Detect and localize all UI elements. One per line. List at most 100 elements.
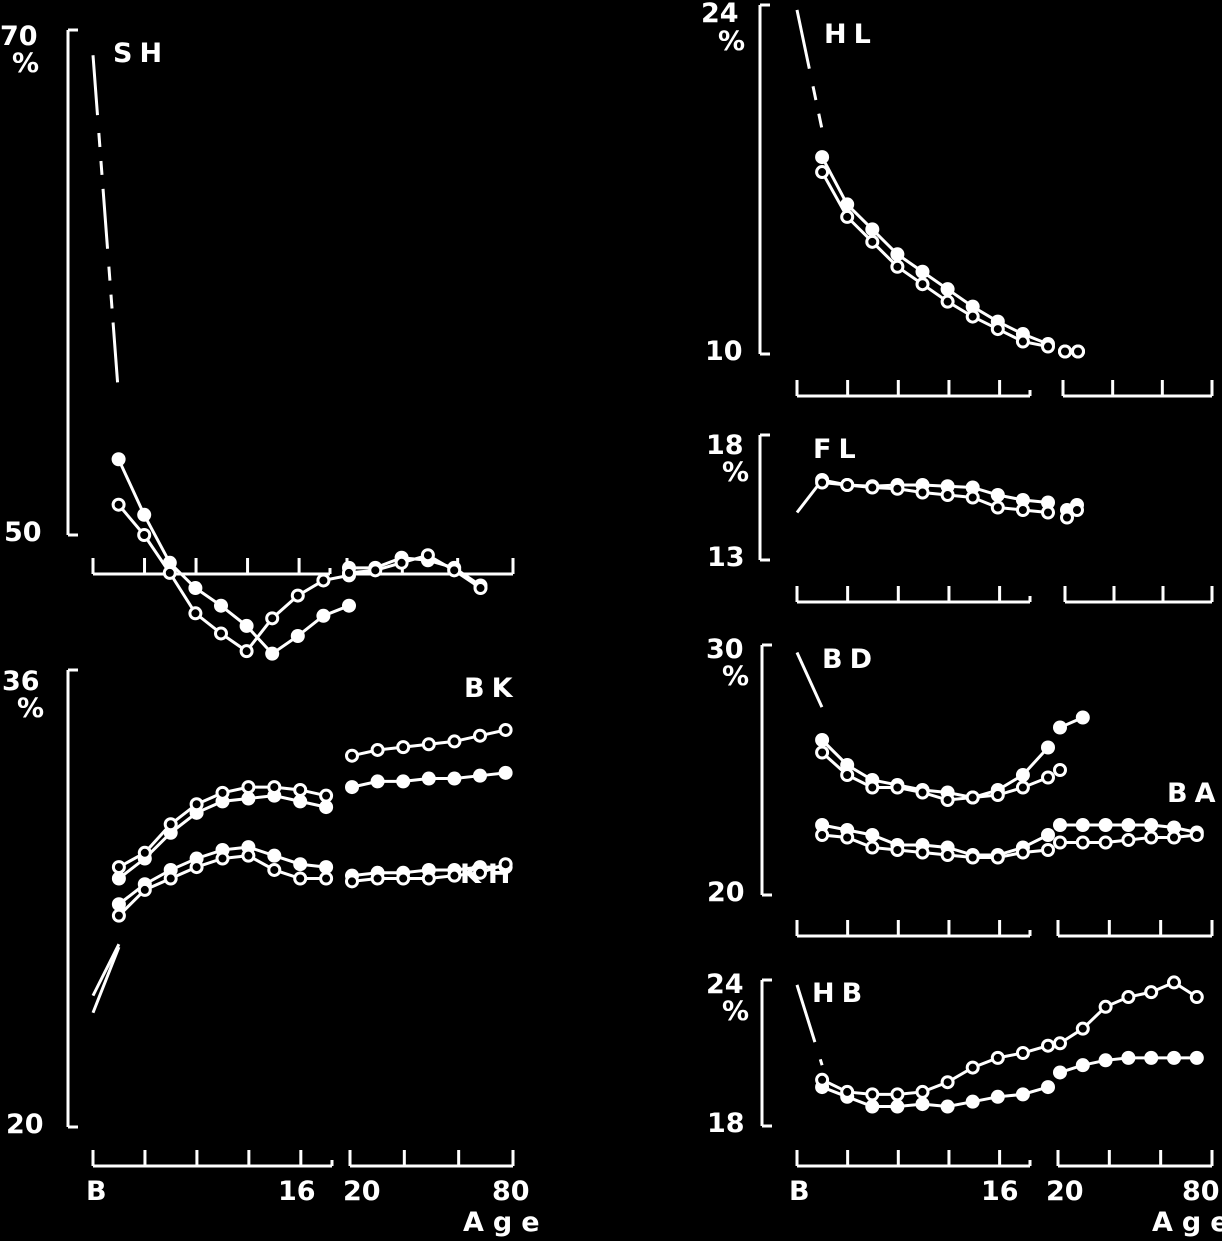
bk-kh-series-0-filled-child-point (319, 800, 334, 815)
bd-ba-series-0-filled-child-point (840, 758, 855, 772)
bd-ba-series-2-filled-adult-point (1167, 820, 1181, 835)
hb-panel-label: HB (812, 978, 869, 1009)
hb-x-axis-title: Age (1152, 1207, 1222, 1238)
sh-series-1-open-child-point (137, 528, 152, 542)
hl-series-1-open-child-point (840, 209, 855, 224)
hl-series-0-filled-child-point (865, 222, 880, 237)
hl-early-trend-line-0 (795, 9, 824, 130)
bd-ba-series-3-open-child-point (990, 850, 1005, 865)
hb-series-1-open-child-point (840, 1084, 855, 1099)
fl-series-1-open-child-point (890, 481, 905, 496)
bd-ba-series-3-open-child-line (821, 833, 1049, 859)
bd-ba-series-0-filled-child-line (821, 738, 1050, 800)
hb-series-0-filled-adult-point (1189, 1050, 1204, 1065)
bk-kh-series-0-filled-adult-point (396, 774, 411, 789)
bd-ba-series-3-open-child-point (1015, 845, 1030, 860)
sh-series-0-filled-child-point (214, 598, 228, 613)
sh-y-tick-min: 50 (4, 517, 42, 548)
sh-series-1-open-adult-point (368, 563, 383, 578)
hb-series-1-open-child-point (890, 1087, 905, 1102)
bk-kh-series-1-open-child-point (293, 782, 308, 797)
bd-ba-series-1-open-child-point (840, 768, 855, 782)
bd-ba-series-0-filled-adult-point (1053, 720, 1067, 735)
sh-y-tick-max: 70 (0, 21, 38, 52)
bd-ba-series-3-open-adult-point (1167, 830, 1181, 845)
hb-series-1-open-adult-point (1121, 990, 1136, 1005)
bd-ba-series-1-open-child-point (1015, 780, 1030, 795)
hb-series-0-filled-child-point (1041, 1080, 1055, 1095)
bk-kh-series-1-open-child-point (241, 780, 256, 795)
hb-panel: 24 % 18 HB B 16 20 80 Age (706, 969, 1222, 1238)
sh-series-1-open-child-point (265, 611, 280, 626)
sh-series-1-open-child-point (111, 497, 126, 512)
bk-kh-series-3-open-adult-point (473, 865, 487, 880)
bk-kh-early-trend-line-1 (91, 946, 121, 1014)
bd-ba-series-2-filled-adult-point (1075, 818, 1090, 832)
sh-series-0-filled-child-line (117, 458, 350, 656)
fl-series-1-open-child-line (821, 481, 1049, 514)
bk-kh-series-2-filled-child-point (111, 897, 126, 912)
bd-ba-panel: 30 % 20 BD BA (706, 634, 1215, 908)
bk-kh-series-1-open-child-point (189, 797, 204, 812)
bd-ba-series-1-open-child-point (815, 745, 830, 760)
bd-ba-series-3-open-child-point (865, 840, 880, 855)
fl-series-1-open-child-point (865, 480, 880, 495)
hb-y-tick-max: 24 (706, 969, 744, 1000)
fl-series-1-open-child-point (915, 485, 930, 500)
hb-x-tick-16: 16 (981, 1176, 1019, 1207)
hl-series-1-open-child-point (965, 309, 980, 324)
hl-series-1-open-child-point (1015, 334, 1030, 349)
sh-series-1-open-child-point (188, 606, 203, 621)
bk-kh-series-3-open-adult-point (498, 857, 513, 872)
sh-early-trend-line-0 (91, 55, 121, 397)
bd-ba-series-3-open-child-point (840, 830, 855, 845)
hb-series-0-filled-adult-point (1075, 1058, 1090, 1073)
hb-series-0-filled-adult-point (1053, 1065, 1067, 1080)
bk-kh-series-2-filled-child-point (267, 848, 282, 863)
hb-series-1-open-adult-point (1075, 1021, 1090, 1036)
hb-series-1-open-child-point (915, 1084, 930, 1099)
hb-x-tick-20: 20 (1046, 1176, 1084, 1207)
bk-kh-series-3-open-child-point (319, 871, 334, 886)
bk-kh-series-0-filled-child-point (241, 791, 256, 806)
bd-y-unit: % (722, 661, 749, 692)
bd-ba-series-1-open-child-point (990, 788, 1005, 802)
bd-ba-series-3-open-adult-point (1144, 830, 1159, 845)
hb-series-0-filled-child-line (821, 1085, 1049, 1109)
sh-series-1-open-adult-point (447, 563, 462, 578)
bk-kh-series-3-open-child-point (189, 860, 204, 875)
hb-series-1-open-child-line (821, 1044, 1049, 1096)
hl-series-1-open-child-point (865, 234, 880, 249)
bd-ba-series-1-open-child-point (1041, 770, 1055, 785)
bk-kh-series-1-open-child-point (111, 860, 126, 875)
hl-y-tick-max: 24 (701, 0, 739, 29)
hb-series-1-open-child-point (815, 1072, 830, 1087)
sh-series-1-open-child-point (214, 626, 228, 641)
bk-kh-series-0-filled-child-point (111, 871, 126, 886)
fl-panel-label: FL (813, 434, 863, 465)
hb-series-0-filled-child-point (990, 1089, 1005, 1104)
bd-panel-label: BD (822, 644, 879, 675)
hb-y-unit: % (722, 996, 749, 1027)
bd-ba-series-0-filled-child-point (1015, 768, 1030, 782)
bd-ba-series-2-filled-adult-point (1144, 818, 1159, 832)
hl-series-1-open-adult-point (1058, 344, 1072, 359)
bk-kh-series-0-filled-adult-point (498, 765, 513, 780)
bd-ba-series-3-open-adult-point (1121, 833, 1136, 847)
bk-x-tick-20: 20 (343, 1176, 381, 1207)
bd-ba-series-0-filled-child-point (815, 733, 830, 747)
bd-ba-series-3-open-child-point (915, 845, 930, 860)
hb-series-1-open-adult-point (1167, 975, 1181, 990)
fl-series-0-filled-child-point (965, 480, 980, 495)
hb-series-1-open-child-point (940, 1075, 955, 1090)
hl-series-1-open-child-point (890, 259, 905, 274)
sh-series-0-filled-child-point (316, 608, 331, 623)
bd-ba-series-3-open-child-point (965, 850, 980, 865)
hl-series-0-filled-child-point (940, 282, 955, 297)
bd-ba-series-3-open-child-point (940, 848, 955, 862)
bk-y-tick-max: 36 (2, 666, 40, 697)
bk-kh-series-1-open-adult-point (396, 740, 411, 755)
bk-x-axis-title: Age (463, 1207, 549, 1238)
fl-series-1-open-child-point (1041, 505, 1055, 520)
bd-ba-series-2-filled-child-point (815, 818, 830, 832)
